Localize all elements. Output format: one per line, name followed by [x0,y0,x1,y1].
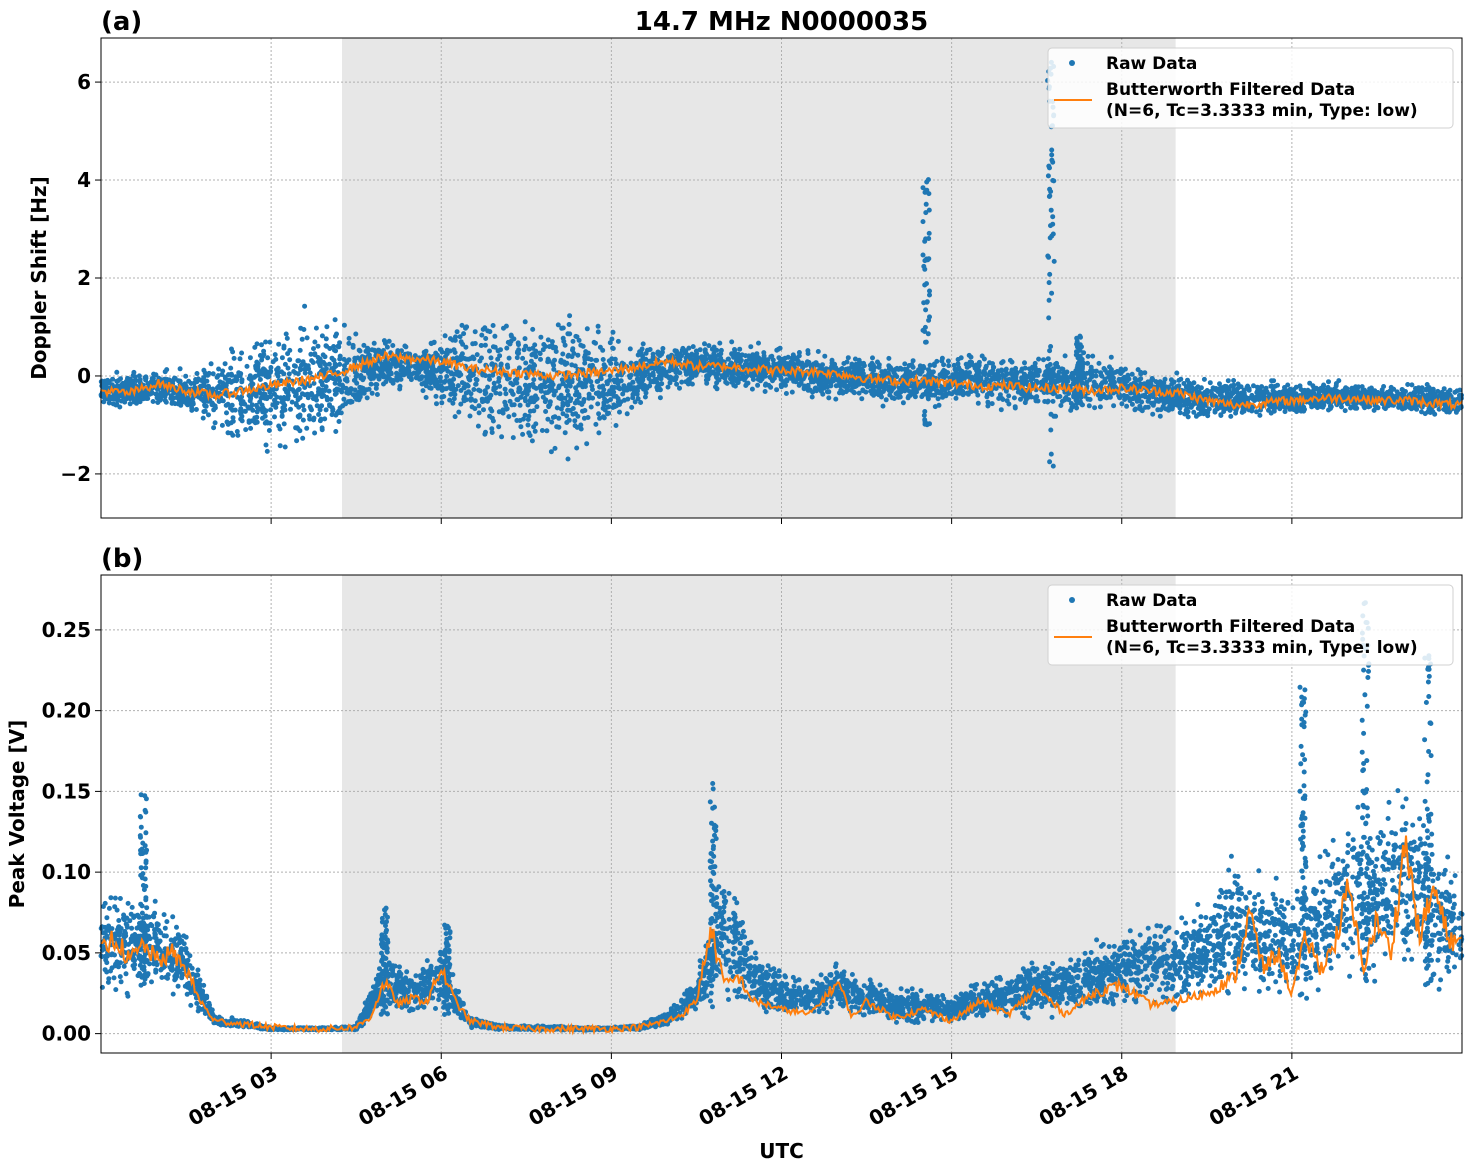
x-tick-label: 08-15 15 [865,1061,963,1131]
y-tick-label: 0 [77,364,91,388]
legend-filtered-params: (N=6, Tc=3.3333 min, Type: low) [1106,101,1418,121]
x-tick-label: 08-15 09 [524,1061,622,1131]
y-axis-label-b: Peak Voltage [V] [5,720,29,909]
legend-box [1047,47,1454,129]
y-tick-label: 0.10 [42,860,91,884]
y-tick-label: 4 [77,168,91,192]
raw-spike [137,792,150,988]
x-axis-label: UTC [759,1139,804,1163]
raw-spike [441,922,453,1018]
raw-spike [1045,59,1057,469]
y-tick-label: 0.20 [42,699,91,723]
legend-filtered-label: Butterworth Filtered Data [1106,617,1355,637]
raw-spike [378,905,391,1017]
legend-raw-marker [1069,597,1075,603]
x-tick-label: 08-15 03 [184,1061,282,1131]
raw-spike [1359,600,1372,984]
filtered-line-b [100,835,1463,1036]
y-tick-label: 0.25 [42,618,91,642]
filtered-line-a [100,350,1463,412]
daylight-shade-b [342,575,1176,1053]
legend-raw-label: Raw Data [1106,591,1197,611]
legend-raw-marker [1069,60,1075,66]
raw-spike [920,177,933,428]
grid-b [101,575,1462,1053]
y-tick-label: 0.00 [42,1022,91,1046]
legend-a: Raw Data Butterworth Filtered Data(N=6, T… [1047,47,1454,129]
panel-label-a: (a) [101,7,142,37]
y-ticks-a: −2 0 2 4 6 [60,70,101,486]
x-ticks-a [270,518,1293,524]
y-tick-label: 0.15 [42,779,91,803]
x-tick-label: 08-15 18 [1035,1061,1133,1131]
x-tick-label: 08-15 21 [1205,1061,1303,1131]
legend-box [1047,584,1454,666]
legend-filtered-label: Butterworth Filtered Data [1106,80,1355,100]
raw-spike [707,781,720,1004]
chart-title: 14.7 MHz N0000035 [635,7,928,37]
y-tick-label: 0.05 [42,941,91,965]
legend-b: Raw Data Butterworth Filtered Data(N=6, T… [1047,584,1454,666]
x-tick-label: 08-15 12 [694,1061,792,1131]
x-ticks-b: 08-15 03 08-15 06 08-15 09 08-15 12 08-15 15… [184,1053,1302,1131]
y-tick-label: 6 [77,70,91,94]
y-ticks-b: 0.00 0.05 0.10 0.15 0.20 0.25 [42,618,101,1046]
legend-filtered-params: (N=6, Tc=3.3333 min, Type: low) [1106,638,1418,658]
y-tick-label: −2 [60,462,91,486]
raw-spike [1297,684,1310,1001]
panel-label-b: (b) [101,544,143,574]
x-tick-label: 08-15 06 [354,1061,452,1131]
y-tick-label: 2 [77,266,91,290]
raw-dots [98,303,1465,462]
y-axis-label-a: Doppler Shift [Hz] [27,176,51,380]
legend-raw-label: Raw Data [1106,54,1197,74]
panel-b-voltage: 0.000.050.100.150.200.25 08-15 03 08-15 0… [5,544,1465,1163]
panel-a-doppler: −2 0 2 4 6 Doppler Shift [Hz] 14.7 MHz N0000… [27,7,1465,524]
